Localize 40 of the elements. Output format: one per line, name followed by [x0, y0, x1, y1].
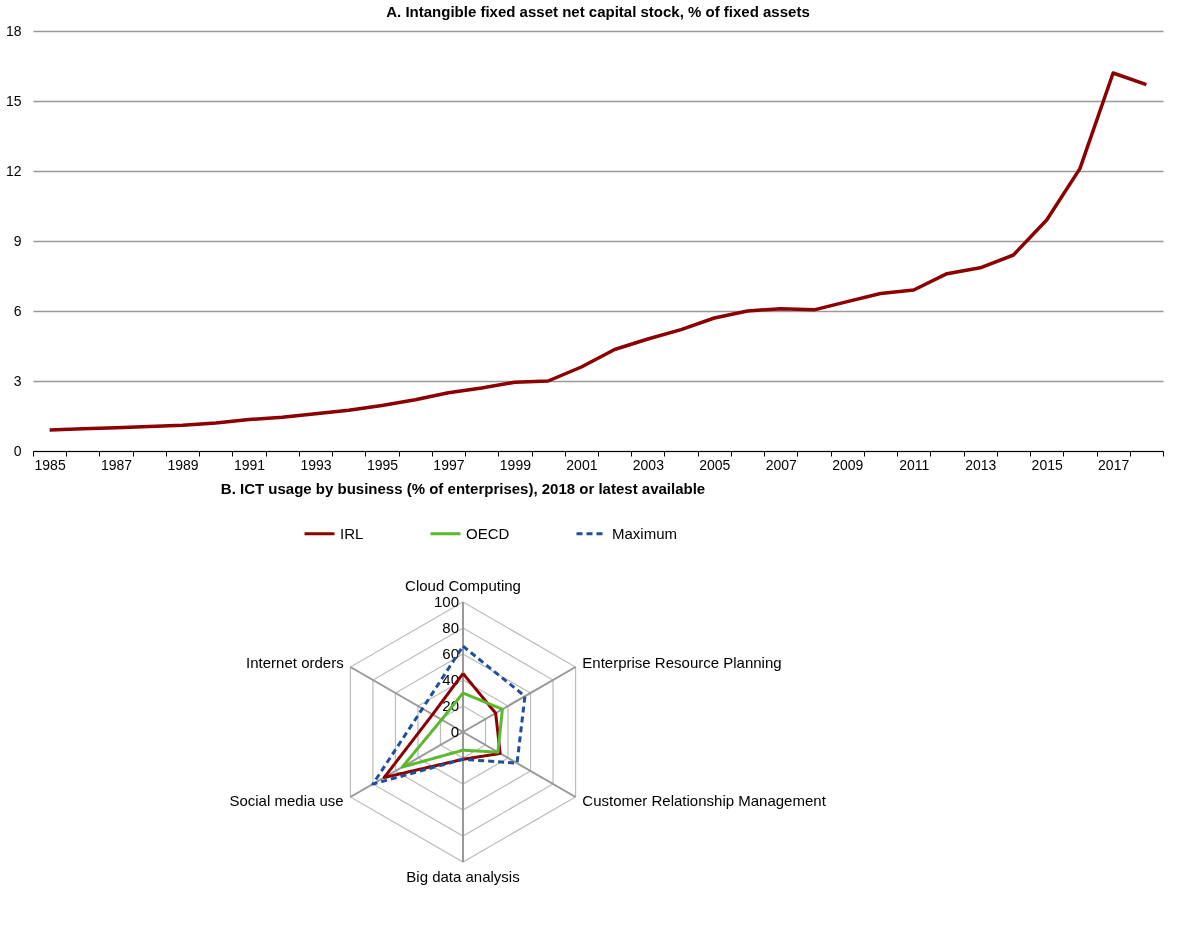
x-tick-label: 1999: [499, 456, 532, 473]
spoke-label: Customer Relationship Management: [582, 791, 827, 809]
y-tick-label: 18: [5, 22, 22, 39]
x-tick-label: 1991: [233, 456, 266, 473]
y-tick-label: 0: [13, 442, 22, 459]
y-tick-label: 3: [13, 372, 22, 389]
x-tick-label: 1985: [34, 456, 66, 473]
x-tick-label: 2009: [832, 456, 864, 473]
spoke-label: Enterprise Resource Planning: [582, 654, 782, 672]
x-tick-label: 1997: [433, 456, 465, 473]
y-tick-label: 80: [442, 619, 459, 636]
legend-label: Maximum: [612, 524, 678, 542]
legend-label: IRL: [340, 524, 364, 542]
y-tick-label: 0: [450, 723, 459, 740]
y-tick-label: 9: [13, 232, 22, 249]
y-tick-label: 6: [13, 302, 22, 319]
x-tick-label: 1993: [300, 456, 332, 473]
x-tick-label: 1995: [366, 456, 399, 473]
y-tick-label: 60: [442, 645, 459, 662]
x-tick-label: 2001: [566, 456, 598, 473]
x-tick-label: 2003: [632, 456, 665, 473]
chart-title: A. Intangible fixed asset net capital stock, % of fixed assets: [386, 3, 810, 20]
line-series: [47, 71, 1149, 432]
chart-title: B. ICT usage by business (% of enterprises), 2018 or latest available: [220, 480, 706, 497]
y-tick-label: 15: [5, 92, 22, 109]
spoke-label: Social media use: [229, 791, 344, 809]
x-tick-label: 2011: [899, 456, 930, 473]
x-tick-label: 2013: [965, 456, 997, 473]
y-tick-label: 100: [433, 593, 459, 610]
x-tick-label: 2017: [1098, 456, 1130, 473]
spoke-label: Internet orders: [246, 654, 344, 672]
x-tick-label: 1987: [101, 456, 133, 473]
spoke-label: Cloud Computing: [405, 577, 521, 595]
x-tick-label: 2005: [699, 456, 731, 473]
x-tick-label: 1989: [167, 456, 199, 473]
x-tick-label: 2015: [1031, 456, 1063, 473]
y-tick-label: 12: [5, 162, 22, 179]
x-tick-label: 2007: [765, 456, 798, 473]
legend-label: OECD: [466, 524, 510, 542]
spoke-label: Big data analysis: [406, 867, 520, 885]
